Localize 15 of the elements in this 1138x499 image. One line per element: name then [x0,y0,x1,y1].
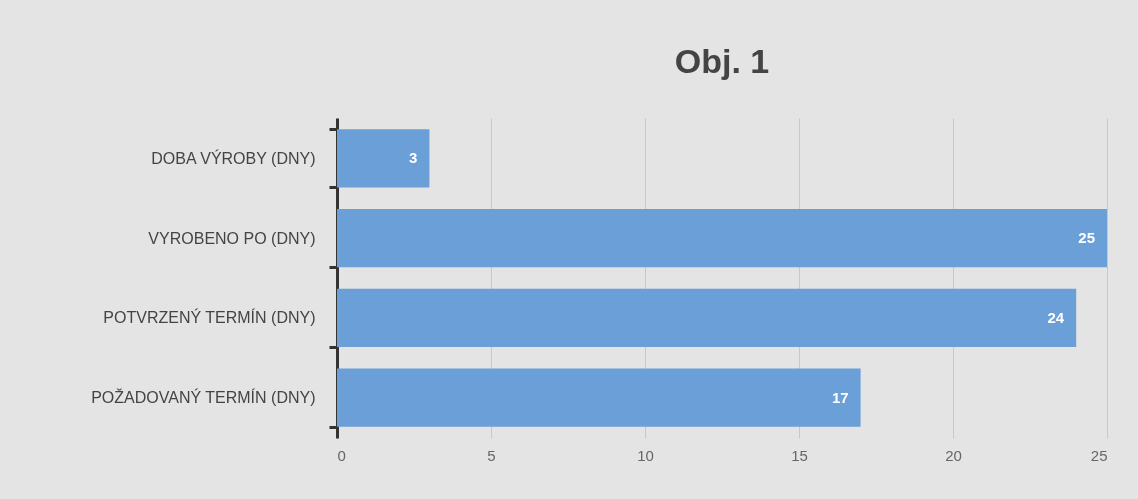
y-tick-label: DOBA VÝROBY (DNY) [151,148,316,167]
x-tick-label: 20 [945,446,962,464]
data-label: 25 [1078,229,1095,247]
chart-title: Obj. 1 [674,42,770,80]
y-tick-label: VYROBENO PO (DNY) [148,229,316,247]
data-label: 17 [831,388,849,406]
data-label: 24 [1047,308,1065,326]
x-tick-label: 25 [1090,446,1108,464]
y-tick-label: POŽADOVANÝ TERMÍN (DNY) [91,388,316,407]
x-tick-label: 15 [791,446,808,464]
y-tick-label: POTVRZENÝ TERMÍN (DNY) [103,308,316,327]
x-tick-label: 5 [487,446,496,464]
x-tick-label: 0 [337,446,346,464]
data-label: 3 [409,149,418,167]
x-tick-label: 10 [637,446,654,464]
